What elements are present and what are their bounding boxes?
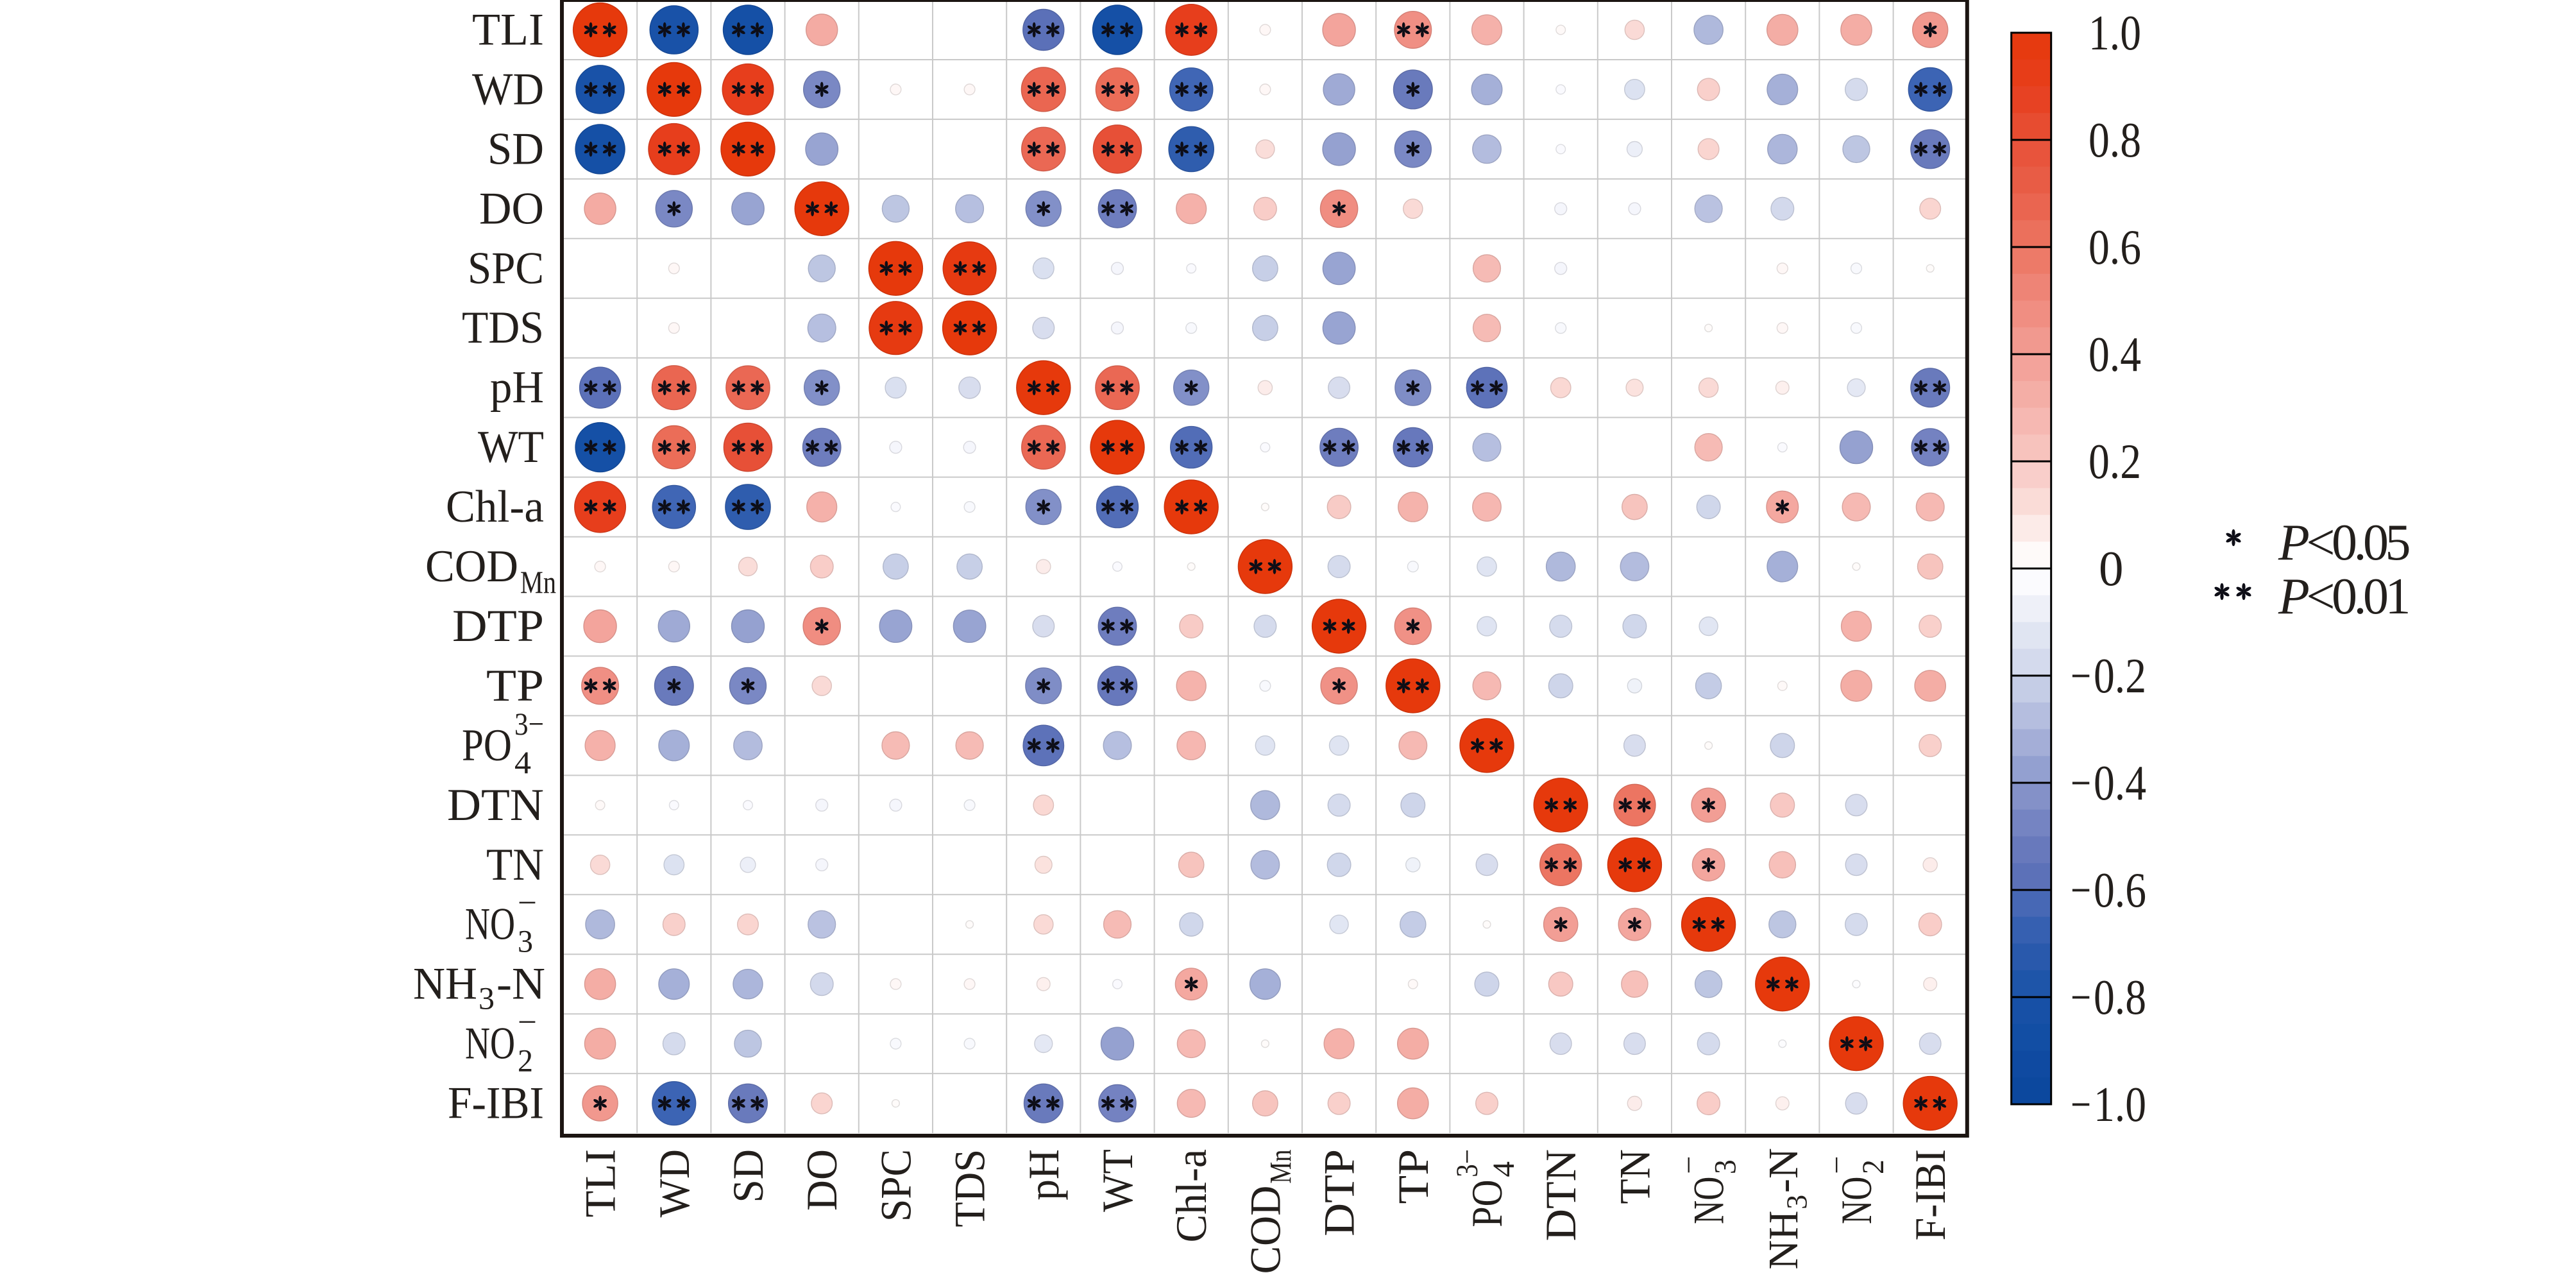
svg-text:pH: pH — [1020, 1149, 1068, 1200]
svg-text:DTP: DTP — [452, 601, 544, 651]
svg-text:1.0: 1.0 — [2089, 5, 2141, 60]
svg-text:NO: NO — [465, 1019, 515, 1069]
svg-text:WT: WT — [478, 422, 544, 472]
svg-text:TP: TP — [486, 661, 544, 711]
svg-text:3: 3 — [518, 923, 533, 959]
svg-text:WT: WT — [1094, 1149, 1142, 1212]
svg-text:NO: NO — [465, 900, 515, 950]
svg-text:0.4: 0.4 — [2094, 755, 2146, 810]
svg-text:TN: TN — [486, 840, 544, 890]
svg-text:SPC: SPC — [468, 243, 544, 293]
svg-text:Chl-a: Chl-a — [1167, 1149, 1216, 1242]
svg-text:Chl-a: Chl-a — [446, 482, 544, 532]
svg-text:−: − — [1673, 1156, 1706, 1174]
svg-text:WD: WD — [472, 64, 544, 114]
svg-text:DO: DO — [479, 184, 544, 234]
svg-text:0.6: 0.6 — [2094, 862, 2146, 918]
svg-text:TLI: TLI — [577, 1149, 625, 1217]
svg-text:P<0.05: P<0.05 — [2278, 515, 2409, 571]
svg-text:DO: DO — [798, 1149, 846, 1211]
svg-text:TP: TP — [1389, 1149, 1437, 1204]
svg-text:0: 0 — [2099, 541, 2124, 596]
svg-text:SPC: SPC — [872, 1149, 920, 1222]
svg-text:F-IBI: F-IBI — [1906, 1149, 1954, 1241]
svg-text:0.4: 0.4 — [2089, 327, 2141, 382]
svg-text:TDS: TDS — [946, 1149, 994, 1227]
svg-text:−: − — [2071, 862, 2091, 918]
svg-text:-N: -N — [496, 959, 545, 1009]
svg-text:3: 3 — [1709, 1159, 1743, 1174]
svg-text:-N: -N — [1761, 1148, 1807, 1193]
svg-text:3−: 3− — [514, 706, 544, 742]
svg-text:F-IBI: F-IBI — [448, 1079, 544, 1129]
svg-text:4: 4 — [514, 744, 531, 780]
svg-text:3: 3 — [479, 980, 495, 1016]
svg-text:3−: 3− — [1451, 1149, 1484, 1177]
svg-text:−: − — [2071, 1077, 2091, 1132]
svg-text:2: 2 — [518, 1043, 533, 1079]
svg-text:1.0: 1.0 — [2094, 1077, 2146, 1132]
svg-text:−: − — [518, 885, 537, 921]
svg-text:DTN: DTN — [447, 780, 544, 830]
svg-text:−: − — [2071, 970, 2091, 1025]
svg-text:SD: SD — [487, 124, 544, 174]
svg-text:NO: NO — [1833, 1177, 1881, 1224]
svg-text:DTP: DTP — [1316, 1149, 1364, 1236]
svg-text:PO: PO — [1463, 1180, 1511, 1227]
svg-text:TDS: TDS — [462, 303, 544, 353]
svg-text:4: 4 — [1487, 1161, 1521, 1177]
svg-text:−: − — [2071, 648, 2091, 703]
svg-text:DTN: DTN — [1537, 1149, 1585, 1241]
svg-text:P<0.01: P<0.01 — [2278, 568, 2408, 625]
svg-text:NH: NH — [413, 959, 477, 1009]
svg-text:TN: TN — [1611, 1149, 1659, 1204]
svg-text:pH: pH — [490, 363, 544, 413]
svg-text:0.2: 0.2 — [2089, 434, 2141, 489]
svg-text:−: − — [518, 1004, 537, 1040]
svg-text:SD: SD — [724, 1149, 772, 1203]
svg-text:NH: NH — [1761, 1211, 1807, 1270]
svg-text:0.2: 0.2 — [2094, 648, 2146, 703]
svg-text:3: 3 — [1781, 1195, 1813, 1209]
svg-text:COD: COD — [425, 542, 518, 592]
svg-text:−: − — [2071, 755, 2091, 810]
svg-text:COD: COD — [1241, 1186, 1289, 1273]
svg-text:Mn: Mn — [520, 564, 556, 600]
svg-text:PO: PO — [462, 721, 512, 771]
svg-text:WD: WD — [650, 1149, 699, 1217]
svg-text:TLI: TLI — [472, 5, 544, 55]
svg-text:Mn: Mn — [1265, 1149, 1298, 1183]
svg-text:NO: NO — [1685, 1177, 1733, 1224]
svg-text:0.8: 0.8 — [2089, 112, 2141, 167]
svg-text:0.6: 0.6 — [2089, 219, 2141, 275]
svg-text:−: − — [1820, 1156, 1854, 1174]
svg-text:0.8: 0.8 — [2094, 970, 2146, 1025]
svg-text:2: 2 — [1857, 1159, 1890, 1174]
